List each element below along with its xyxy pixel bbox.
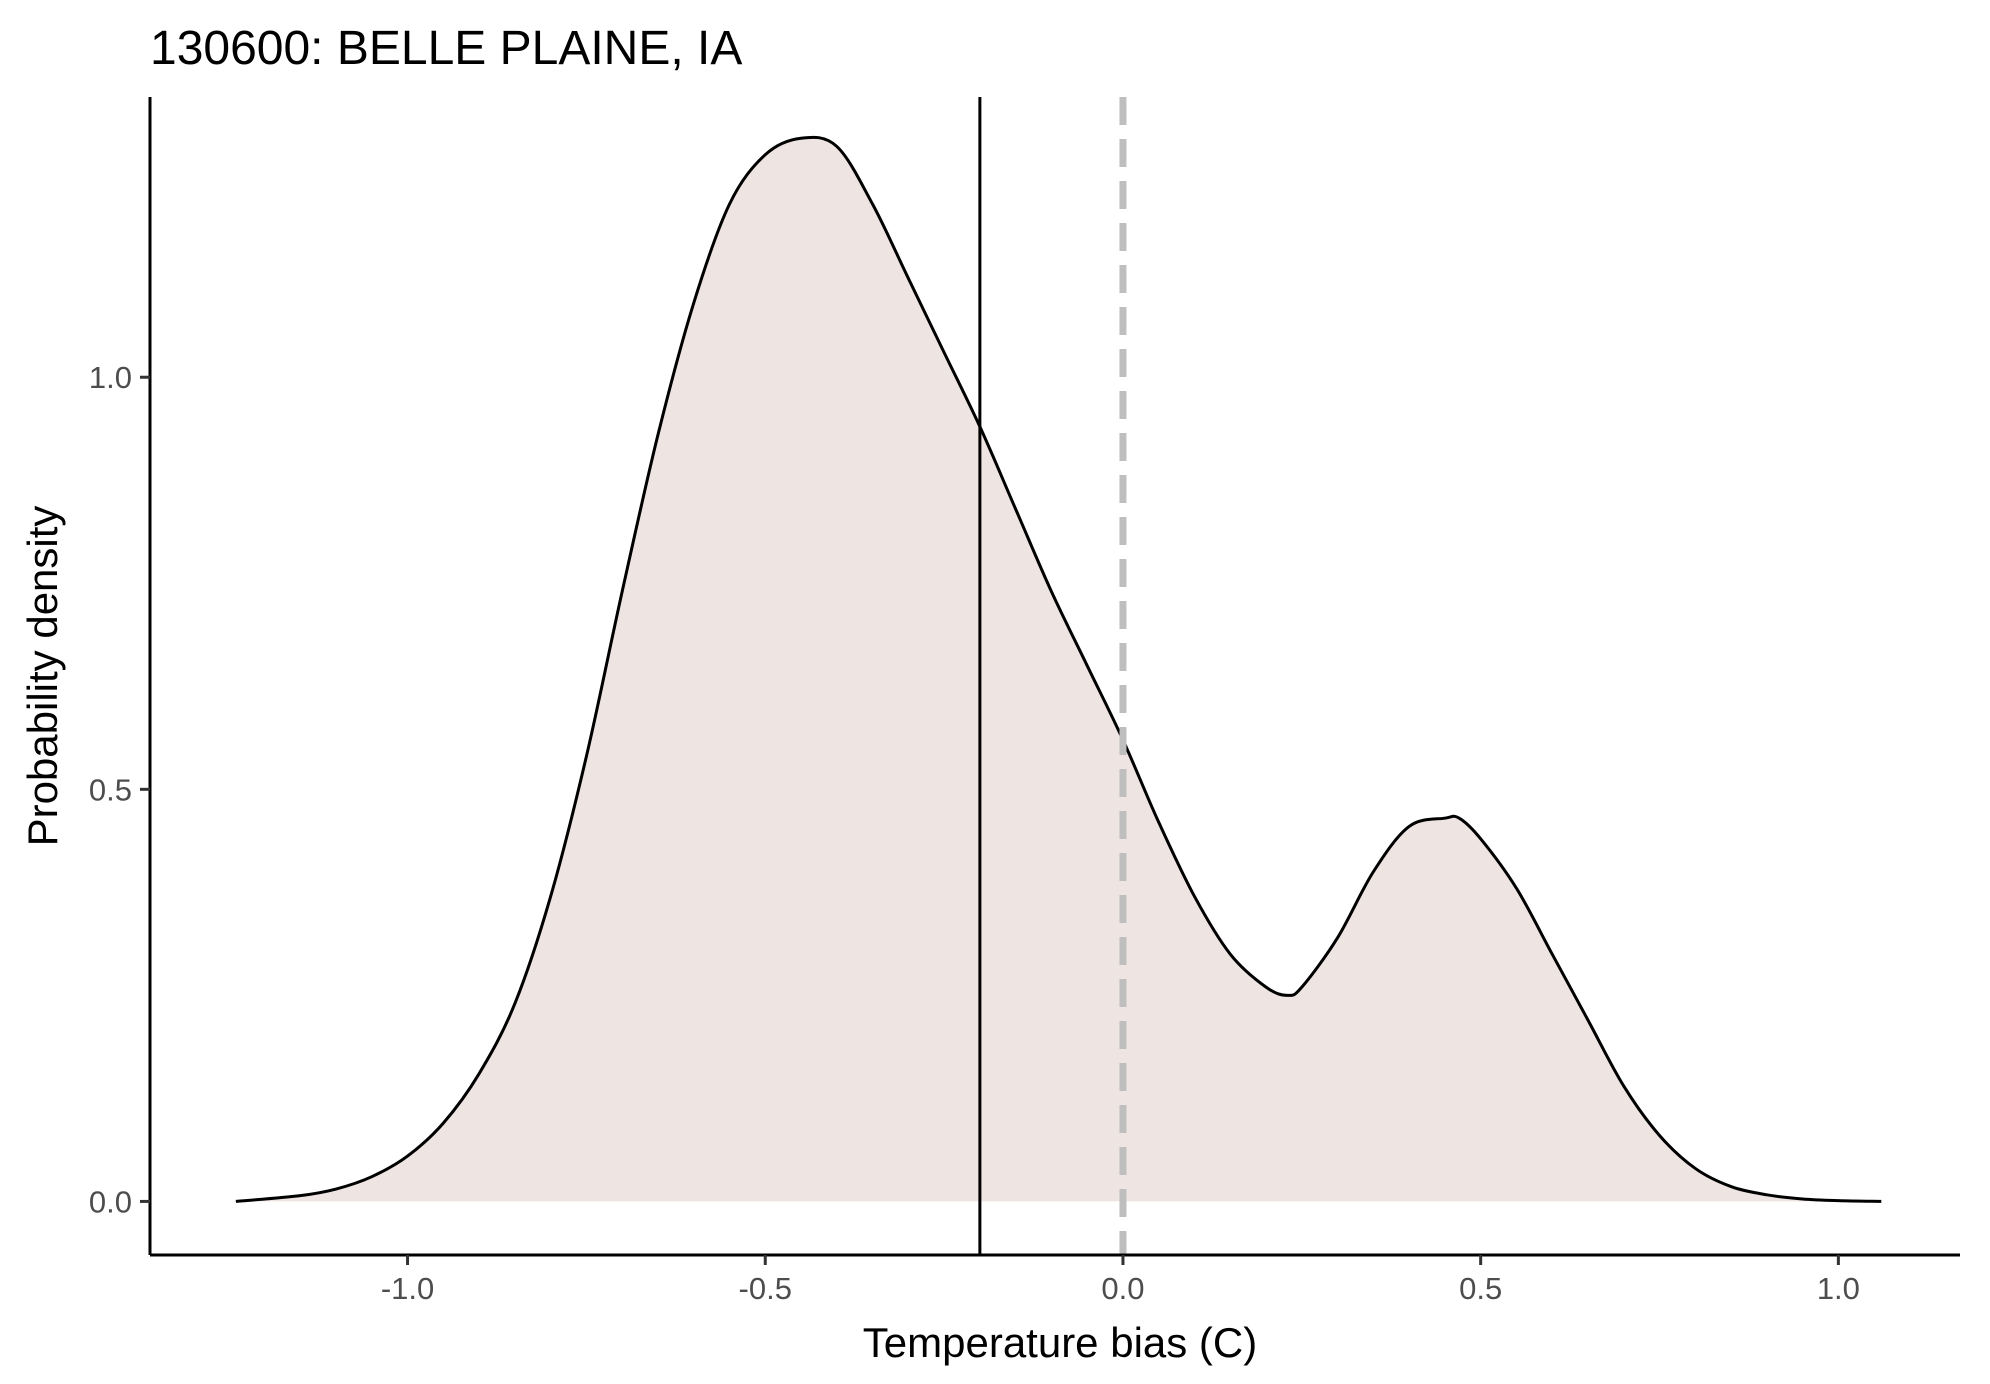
x-tick-label: 1.0: [1817, 1271, 1860, 1306]
axes: -1.0 -0.5 0.0 0.5 1.0 0.0 0.5 1.0: [89, 97, 1960, 1306]
y-tick-label: 0.5: [89, 772, 132, 807]
density-curve: [235, 135, 1882, 1203]
x-axis-ticks: -1.0 -0.5 0.0 0.5 1.0: [381, 1255, 1860, 1306]
x-tick-label: 0.5: [1459, 1271, 1502, 1306]
x-tick-label: 0.0: [1101, 1271, 1144, 1306]
x-tick-label: -0.5: [739, 1271, 792, 1306]
y-axis-title: Probability density: [19, 506, 66, 847]
reference-lines: [978, 97, 1127, 1255]
density-fill-area: [235, 137, 1882, 1202]
y-tick-label: 0.0: [89, 1184, 132, 1219]
y-tick-label: 1.0: [89, 360, 132, 395]
chart-title: 130600: BELLE PLAINE, IA: [150, 22, 742, 75]
x-axis-title: Temperature bias (C): [863, 1319, 1257, 1366]
x-tick-label: -1.0: [381, 1271, 434, 1306]
plot-area: [235, 97, 1882, 1255]
y-axis-ticks: 0.0 0.5 1.0: [89, 360, 150, 1219]
